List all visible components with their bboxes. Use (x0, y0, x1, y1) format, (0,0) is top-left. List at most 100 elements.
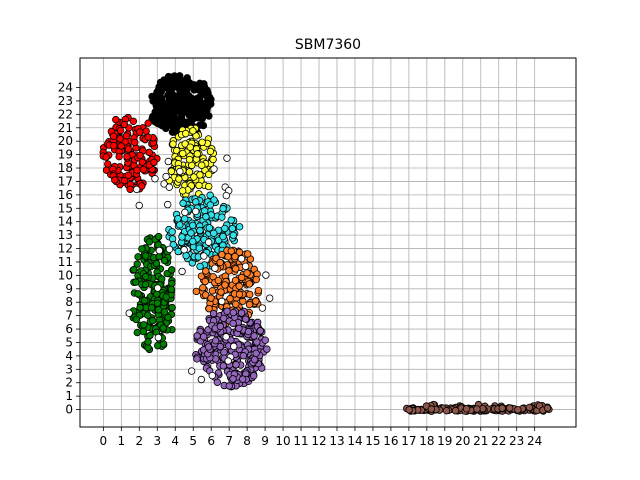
data-point (237, 255, 246, 263)
data-point (144, 311, 152, 319)
x-tick-label: 17 (401, 434, 416, 448)
data-point (197, 375, 206, 384)
data-point (214, 276, 223, 285)
y-tick-label: 2 (65, 376, 73, 390)
data-point (138, 182, 146, 190)
data-point (193, 355, 201, 363)
data-point (145, 148, 153, 157)
y-tick-label: 14 (58, 215, 73, 229)
data-point (182, 129, 190, 138)
data-point (164, 157, 173, 166)
data-point (172, 92, 180, 100)
y-tick-label: 0 (65, 403, 73, 417)
data-point (155, 246, 164, 255)
data-point (132, 315, 141, 324)
y-tick-label: 24 (58, 81, 73, 95)
data-point (192, 287, 201, 296)
data-point (141, 280, 150, 289)
y-tick-label: 9 (65, 282, 73, 296)
data-point (250, 372, 258, 380)
data-point (189, 237, 197, 246)
data-point (136, 303, 144, 312)
data-point (162, 172, 170, 181)
data-point (139, 327, 148, 336)
data-point (144, 133, 152, 141)
data-point (152, 259, 161, 268)
data-point (185, 79, 194, 87)
data-point (178, 233, 186, 241)
data-point (112, 115, 120, 124)
data-point (208, 287, 217, 295)
y-tick-label: 19 (58, 148, 73, 162)
data-point (160, 308, 169, 316)
data-point (202, 111, 210, 119)
data-point (140, 321, 148, 329)
axis-ticks: 0 1 2 3 4 5 6 7 8 9 10 11 12 13 14 15 16 17 18 19 20 21 22 23 24… (58, 81, 543, 448)
y-tick-label: 16 (58, 188, 73, 202)
x-tick-label: 7 (225, 434, 233, 448)
data-point (224, 357, 232, 365)
data-point (186, 143, 194, 151)
data-point (189, 127, 197, 135)
data-point (231, 252, 239, 261)
data-point (218, 297, 226, 306)
y-tick-label: 7 (65, 309, 73, 323)
data-point (139, 165, 148, 174)
data-point (442, 407, 451, 415)
data-point (219, 204, 227, 213)
data-point (154, 306, 163, 314)
data-point (451, 407, 460, 415)
data-point (245, 300, 254, 309)
data-point (123, 152, 131, 161)
data-point (153, 299, 162, 307)
data-point (174, 247, 182, 256)
data-point (115, 152, 123, 161)
data-point (196, 83, 205, 91)
data-point (266, 294, 274, 302)
data-point (235, 290, 244, 299)
data-point (223, 307, 231, 315)
data-point (145, 238, 154, 246)
data-point (188, 221, 197, 230)
x-tick-label: 9 (261, 434, 269, 448)
data-point (130, 138, 139, 147)
data-point (190, 173, 198, 181)
data-point (232, 360, 240, 369)
data-point (109, 132, 118, 140)
data-point (193, 113, 201, 122)
data-point (134, 290, 142, 298)
data-point (149, 316, 157, 325)
data-point (244, 327, 253, 336)
data-point (153, 284, 162, 292)
data-point (218, 213, 226, 221)
data-point (225, 267, 233, 275)
data-point (261, 336, 269, 344)
data-point (219, 232, 227, 241)
data-point (252, 349, 260, 358)
data-point (211, 264, 219, 272)
y-tick-label: 17 (58, 174, 73, 188)
data-point (514, 406, 522, 414)
y-tick-label: 15 (58, 201, 73, 215)
data-point (130, 265, 138, 274)
x-tick-label: 10 (275, 434, 290, 448)
data-point (229, 319, 237, 328)
data-point (187, 367, 196, 375)
data-point (185, 155, 194, 164)
data-point (162, 293, 170, 301)
grid (80, 58, 576, 427)
data-point (221, 224, 229, 233)
data-point (146, 331, 154, 340)
data-point (167, 115, 176, 124)
data-point (168, 303, 176, 312)
x-tick-label: 0 (100, 434, 108, 448)
data-point (473, 405, 481, 413)
data-point (525, 403, 534, 412)
data-point (187, 94, 195, 103)
data-point (154, 333, 163, 342)
data-point (227, 216, 235, 224)
data-point (195, 244, 204, 252)
plot-area-frame (79, 57, 577, 428)
data-point (199, 284, 207, 292)
